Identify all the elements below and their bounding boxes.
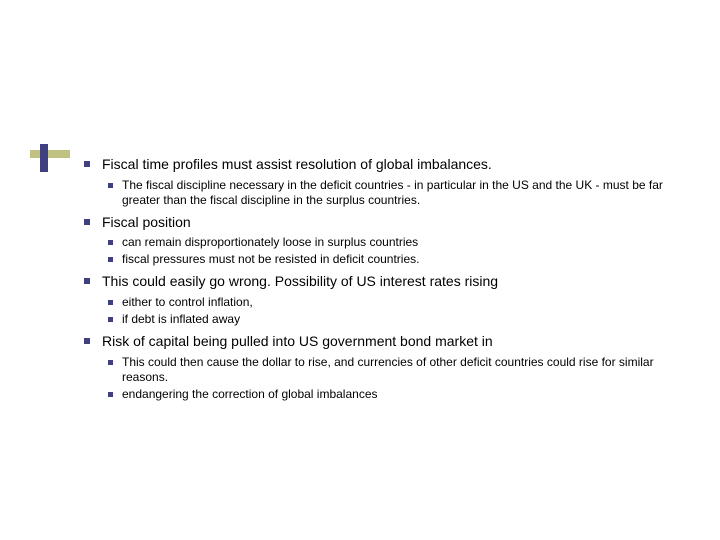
list-item-label: Fiscal position bbox=[102, 214, 191, 230]
list-subitem: endangering the correction of global imb… bbox=[102, 387, 690, 402]
corner-decoration bbox=[30, 144, 70, 176]
list-subitem-label: can remain disproportionately loose in s… bbox=[122, 235, 418, 249]
list-subitem-label: fiscal pressures must not be resisted in… bbox=[122, 252, 419, 266]
list-subitem: if debt is inflated away bbox=[102, 312, 690, 327]
list-subitem-label: endangering the correction of global imb… bbox=[122, 387, 378, 401]
list-subitem-label: This could then cause the dollar to rise… bbox=[122, 355, 654, 384]
list-subitem-label: The fiscal discipline necessary in the d… bbox=[122, 178, 663, 207]
list-subitem: either to control inflation, bbox=[102, 295, 690, 310]
list-subitem: The fiscal discipline necessary in the d… bbox=[102, 178, 690, 208]
slide-content: Fiscal time profiles must assist resolut… bbox=[80, 156, 690, 408]
list-subitem-label: either to control inflation, bbox=[122, 295, 253, 309]
slide: Fiscal time profiles must assist resolut… bbox=[0, 0, 720, 540]
list-item: Fiscal position can remain disproportion… bbox=[80, 214, 690, 268]
list-item-label: Risk of capital being pulled into US gov… bbox=[102, 333, 493, 349]
list-item-label: This could easily go wrong. Possibility … bbox=[102, 273, 498, 289]
list-subitem: can remain disproportionately loose in s… bbox=[102, 235, 690, 250]
list-item: Fiscal time profiles must assist resolut… bbox=[80, 156, 690, 208]
list-subitem: fiscal pressures must not be resisted in… bbox=[102, 252, 690, 267]
list-subitem: This could then cause the dollar to rise… bbox=[102, 355, 690, 385]
list-subitem-label: if debt is inflated away bbox=[122, 312, 240, 326]
list-item: Risk of capital being pulled into US gov… bbox=[80, 333, 690, 402]
list-item-label: Fiscal time profiles must assist resolut… bbox=[102, 156, 492, 172]
bullet-list: Fiscal time profiles must assist resolut… bbox=[80, 156, 690, 402]
list-item: This could easily go wrong. Possibility … bbox=[80, 273, 690, 327]
